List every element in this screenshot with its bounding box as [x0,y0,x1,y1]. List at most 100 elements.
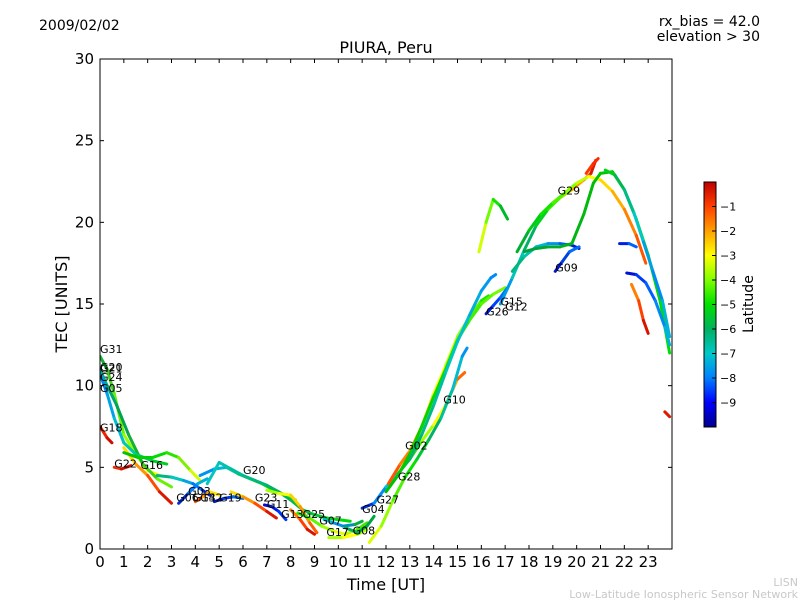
track-segment [498,204,510,221]
track-segment [150,451,169,460]
network-name-short: LISN [773,576,798,589]
track-segment [343,526,359,535]
track-segment [105,392,116,420]
y-tick-label: 20 [75,213,94,231]
satellite-label: G32 [200,492,223,505]
track-segment [663,410,672,419]
track-segment [141,462,159,481]
track-segment [229,490,245,499]
track-segment [177,456,193,473]
track-segment [198,467,216,477]
track-segment [296,511,312,520]
track-segment [341,532,359,540]
satellite-label: G02 [405,439,428,452]
colorbar-tick-label: −8 [720,372,736,385]
x-tick-label: 12 [376,553,395,571]
track-segment [467,289,483,317]
track-segment [432,371,448,407]
x-tick-label: 0 [95,553,105,571]
x-tick-label: 7 [262,553,272,571]
track-segment [539,201,555,216]
satellite-track [296,511,369,536]
track-segment [477,220,488,254]
track-segment [305,527,316,536]
track-segment [341,523,357,528]
satellite-track [327,527,369,540]
track-segment [498,276,514,306]
y-axis-label: TEC [UNITS] [52,256,71,354]
track-segment [355,527,369,536]
x-tick-label: 3 [167,553,177,571]
x-tick-label: 21 [591,553,610,571]
track-segment [560,250,572,264]
track-segment [398,449,412,466]
colorbar-tick-label: −1 [720,201,736,214]
x-tick-label: 6 [238,553,248,571]
track-segment [632,211,645,244]
track-segment [100,367,109,388]
satellite-label: G20 [100,361,123,374]
x-tick-label: 18 [519,553,538,571]
track-segment [100,425,109,440]
track-segment [522,246,538,254]
track-segment [301,508,316,517]
track-segment [558,242,574,249]
track-segment [451,354,464,391]
track-segment [353,519,364,526]
track-segment [355,524,369,535]
track-segment [491,197,502,208]
satellite-track [100,367,173,489]
satellite-label: G08 [353,524,376,537]
satellite-label: G16 [141,459,164,472]
satellite-track [112,464,133,471]
track-segment [634,233,648,265]
satellite-track [100,372,169,466]
satellite-label: G31 [100,343,123,356]
colorbar-tick-label: −4 [720,274,736,287]
y-tick-label: 10 [75,377,94,395]
colorbar-tick-label: −9 [720,397,736,410]
date-label: 2009/02/02 [39,18,120,34]
satellite-track [618,242,638,249]
track-segment [253,478,269,487]
track-segment [644,281,657,303]
satellite-label: G13 [281,508,304,521]
track-segment [170,475,185,482]
plot-frame [99,58,673,550]
satellite-track [603,168,672,339]
track-segment [298,518,309,531]
satellite-label: G21 [100,363,123,376]
x-tick-label: 8 [286,553,296,571]
track-segment [403,457,419,479]
colorbar-tick-label: −6 [720,323,736,336]
track-segment [622,207,638,237]
track-segment [105,367,116,396]
track-segment [456,313,471,344]
x-tick-label: 11 [353,553,372,571]
satellite-track [663,410,672,419]
track-segment [386,462,402,486]
track-segment [196,477,209,486]
x-tick-label: 22 [615,553,634,571]
satellite-track [193,490,221,504]
satellite-tracks [100,157,672,544]
track-segment [105,436,114,445]
track-segment [212,496,226,504]
satellite-label: G06 [176,492,199,505]
track-segment [343,527,359,536]
track-segment [265,488,281,495]
track-segment [396,452,412,477]
track-segment [186,482,200,495]
track-segment [570,212,586,246]
axis-ticks: 0 1 2 3 4 5 6 7 8 9 10 11 12 13 14 15 16 17 18 19 20 21 22 2305… [75,50,672,571]
track-segment [191,482,204,492]
track-segment [155,474,173,479]
track-segment [320,524,336,533]
satellite-track [322,518,364,528]
satellite-track [515,175,648,265]
track-segment [146,474,162,494]
satellite-label: G19 [219,492,242,505]
track-segment [322,518,336,525]
